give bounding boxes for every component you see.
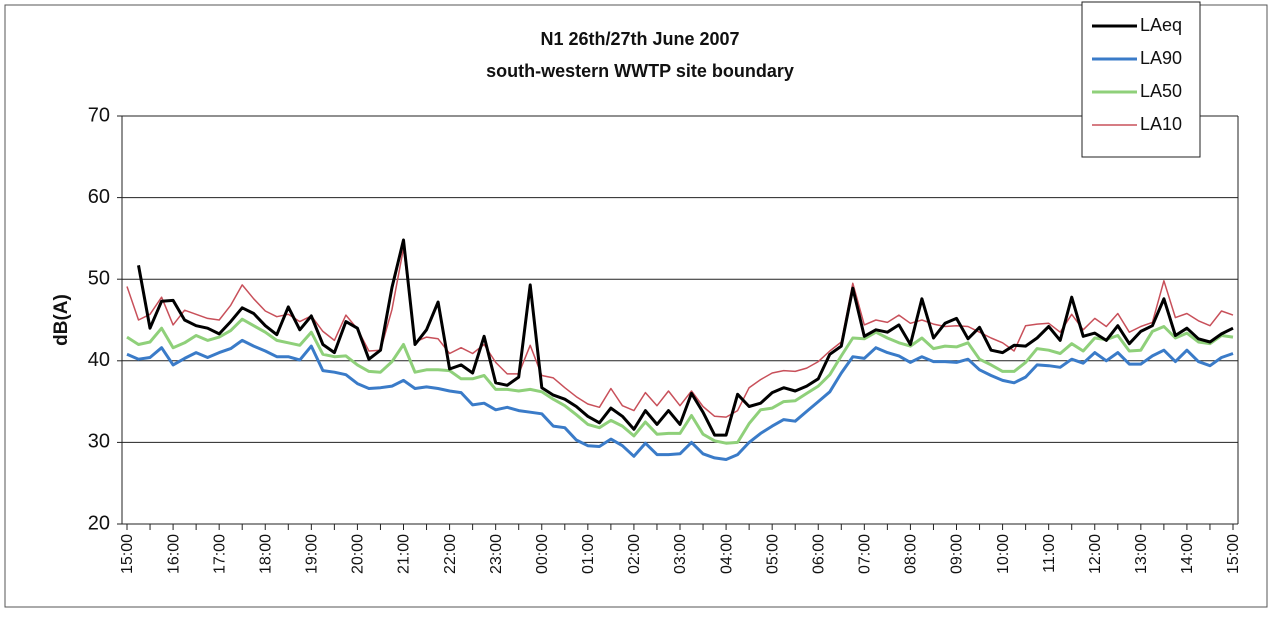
x-tick-label: 20:00 [350,534,367,574]
x-tick-label: 15:00 [119,534,136,574]
x-tick-label: 21:00 [396,534,413,574]
x-tick-label: 16:00 [165,534,182,574]
chart-subtitle: south-western WWTP site boundary [486,61,794,81]
x-tick-label: 19:00 [304,534,321,574]
x-tick-label: 23:00 [488,534,505,574]
series-line [126,338,1234,461]
x-tick-label: 15:00 [1225,534,1242,574]
series-line [126,247,1234,418]
x-tick-label: 14:00 [1179,534,1196,574]
x-tick-label: 11:00 [1041,534,1058,573]
y-tick-label: 70 [88,104,110,126]
series-line [126,317,1234,445]
legend-box [1081,1,1201,158]
x-tick-label: 03:00 [672,534,689,574]
x-tick-label: 17:00 [211,534,228,574]
y-tick-label: 30 [88,431,110,453]
x-tick-label: 06:00 [810,534,827,574]
y-tick-label: 60 [88,186,110,208]
legend-label: LA90 [1140,48,1182,68]
x-tick-label: 04:00 [718,534,735,574]
x-tick-label: 10:00 [995,534,1012,574]
x-tick-label: 13:00 [1133,534,1150,574]
y-tick-label: 20 [88,512,110,534]
x-tick-label: 05:00 [764,534,781,574]
y-tick-label: 50 [88,267,110,289]
series-line [137,238,1234,437]
x-tick-label: 02:00 [626,534,643,574]
x-tick-label: 08:00 [903,534,920,574]
legend-label: LAeq [1140,15,1182,35]
x-tick-label: 07:00 [857,534,874,574]
x-tick-label: 09:00 [949,534,966,574]
chart-border [4,4,1268,608]
x-tick-label: 00:00 [534,534,551,574]
y-tick-label: 40 [88,349,110,371]
x-tick-label: 22:00 [442,534,459,574]
chart-title: N1 26th/27th June 2007 [540,29,739,49]
y-axis-label: dB(A) [51,294,72,346]
legend-label: LA10 [1140,114,1182,134]
legend-label: LA50 [1140,81,1182,101]
x-tick-label: 18:00 [257,534,274,574]
x-tick-label: 12:00 [1087,534,1104,574]
x-tick-label: 01:00 [580,534,597,574]
